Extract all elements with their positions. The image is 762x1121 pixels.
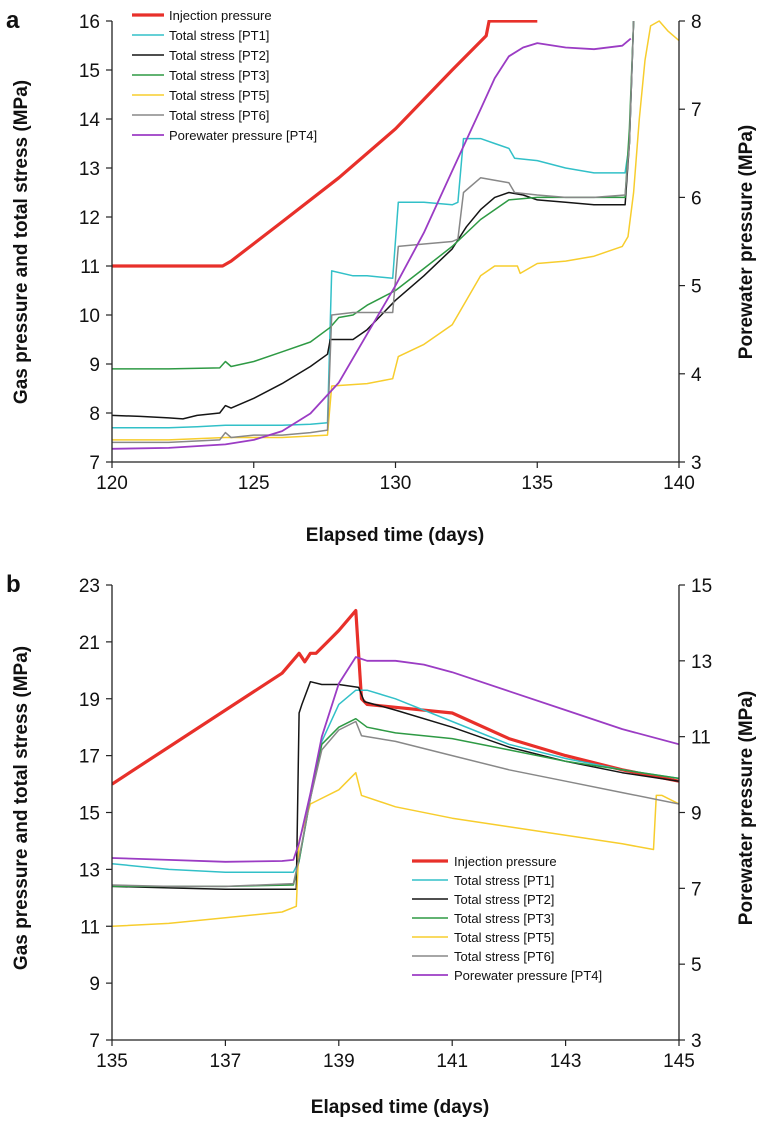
panel-a-y2-tick-label-4: 7 — [691, 100, 702, 121]
panel-a-y2-tick-label-1: 4 — [691, 365, 702, 386]
panel-a-legend-label-0: Injection pressure — [169, 8, 272, 23]
panel-a-y-tick-label-4: 11 — [80, 257, 100, 278]
panel-b-y2-tick-label-2: 7 — [691, 879, 702, 900]
panel-b-y-axis-title: Gas pressure and total stress (MPa) — [11, 646, 32, 970]
panel-a-legend-label-4: Total stress [PT5] — [169, 88, 269, 103]
panel-a-legend-label-3: Total stress [PT3] — [169, 68, 269, 83]
panel-a-series-line-4 — [112, 20, 679, 441]
panel-b-y-tick-label-8: 23 — [79, 576, 100, 597]
panel-a-legend-label-2: Total stress [PT2] — [169, 48, 269, 63]
panel-a-y-tick-label-5: 12 — [79, 208, 100, 229]
panel-b-x-tick-label-0: 135 — [96, 1051, 128, 1072]
panel-b-y-tick-label-3: 13 — [79, 860, 100, 881]
panel-b-y2-tick-label-3: 9 — [691, 804, 702, 825]
panel-b-x-tick-label-2: 139 — [323, 1051, 355, 1072]
panel-b-legend-label-2: Total stress [PT2] — [454, 892, 554, 907]
panel-a-y-tick-label-0: 7 — [89, 453, 100, 474]
panel-a-x-tick-label-2: 130 — [380, 473, 412, 494]
panel-b-series-line-0 — [112, 608, 679, 786]
panel-a-series-line-5 — [112, 20, 635, 444]
panel-b-legend-label-0: Injection pressure — [454, 854, 557, 869]
panel-b-y-tick-label-4: 15 — [79, 804, 100, 825]
panel-a-y-tick-label-6: 13 — [79, 159, 100, 180]
panel-b-y2-tick-label-0: 3 — [691, 1031, 702, 1052]
panel-b-y-tick-label-1: 9 — [89, 974, 100, 995]
panel-a-y2-tick-label-0: 3 — [691, 453, 702, 474]
panel-a-legend-label-6: Porewater pressure [PT4] — [169, 128, 317, 143]
panel-b-y-tick-label-6: 19 — [79, 690, 100, 711]
panel-a-y-axis-title: Gas pressure and total stress (MPa) — [11, 80, 32, 404]
panel-a-y2-tick-label-3: 6 — [691, 188, 702, 209]
panel-b-x-tick-label-4: 143 — [550, 1051, 582, 1072]
panel-b-legend-label-6: Porewater pressure [PT4] — [454, 968, 602, 983]
panel-a-x-tick-label-4: 140 — [663, 473, 695, 494]
panel-a-y-tick-label-9: 16 — [79, 12, 100, 33]
panel-b-label: b — [6, 571, 21, 598]
panel-b-y-tick-label-0: 7 — [89, 1031, 100, 1052]
panel-b-legend-label-4: Total stress [PT5] — [454, 930, 554, 945]
panel-a-y2-axis-title: Porewater pressure (MPa) — [736, 125, 757, 359]
panel-b-legend-label-5: Total stress [PT6] — [454, 949, 554, 964]
panel-b-y2-tick-label-1: 5 — [691, 955, 702, 976]
panel-b-y2-tick-label-4: 11 — [691, 728, 711, 749]
panel-b-y-tick-label-7: 21 — [79, 633, 100, 654]
panel-a-series-line-2 — [112, 20, 635, 420]
panel-b-series-line-2 — [112, 680, 679, 891]
panel-a-y-tick-label-3: 10 — [79, 306, 100, 327]
panel-b-series-line-4 — [112, 771, 679, 928]
panel-b-y2-axis-title: Porewater pressure (MPa) — [736, 691, 757, 925]
panel-a-y2-tick-label-2: 5 — [691, 277, 702, 298]
panel-a-x-tick-label-3: 135 — [521, 473, 553, 494]
panel-b-series-line-6 — [112, 656, 679, 863]
panel-a-x-tick-label-1: 125 — [238, 473, 270, 494]
panel-a-y-tick-label-1: 8 — [89, 404, 100, 425]
panel-b-legend-label-3: Total stress [PT3] — [454, 911, 554, 926]
panel-b-x-tick-label-1: 137 — [210, 1051, 242, 1072]
panel-a-series-line-1 — [112, 20, 635, 429]
panel-a-legend-label-5: Total stress [PT6] — [169, 108, 269, 123]
panel-b-series-line-5 — [112, 720, 679, 888]
panel-a-y-tick-label-7: 14 — [79, 110, 101, 131]
panel-a-x-axis-title: Elapsed time (days) — [306, 525, 484, 546]
panel-a-label: a — [6, 7, 20, 34]
panel-a-legend-label-1: Total stress [PT1] — [169, 28, 269, 43]
panel-b-legend-label-1: Total stress [PT1] — [454, 873, 554, 888]
panel-a-series-line-0 — [112, 20, 538, 268]
panel-b-y2-tick-label-5: 13 — [691, 652, 712, 673]
panel-b-y-tick-label-2: 11 — [80, 917, 100, 938]
panel-b-x-tick-label-3: 141 — [436, 1051, 468, 1072]
panel-b-series-line-1 — [112, 689, 679, 873]
panel-a-y2-tick-label-5: 8 — [691, 12, 702, 33]
panel-b-x-tick-label-5: 145 — [663, 1051, 695, 1072]
panel-a-series-line-6 — [112, 37, 632, 450]
panel-b-x-axis-title: Elapsed time (days) — [311, 1097, 489, 1118]
panel-a-y-tick-label-2: 9 — [89, 355, 100, 376]
panel-a-y-tick-label-8: 15 — [79, 61, 100, 82]
panel-b-y2-tick-label-6: 15 — [691, 576, 712, 597]
panel-b-y-tick-label-5: 17 — [79, 747, 100, 768]
panel-a-x-tick-label-0: 120 — [96, 473, 128, 494]
